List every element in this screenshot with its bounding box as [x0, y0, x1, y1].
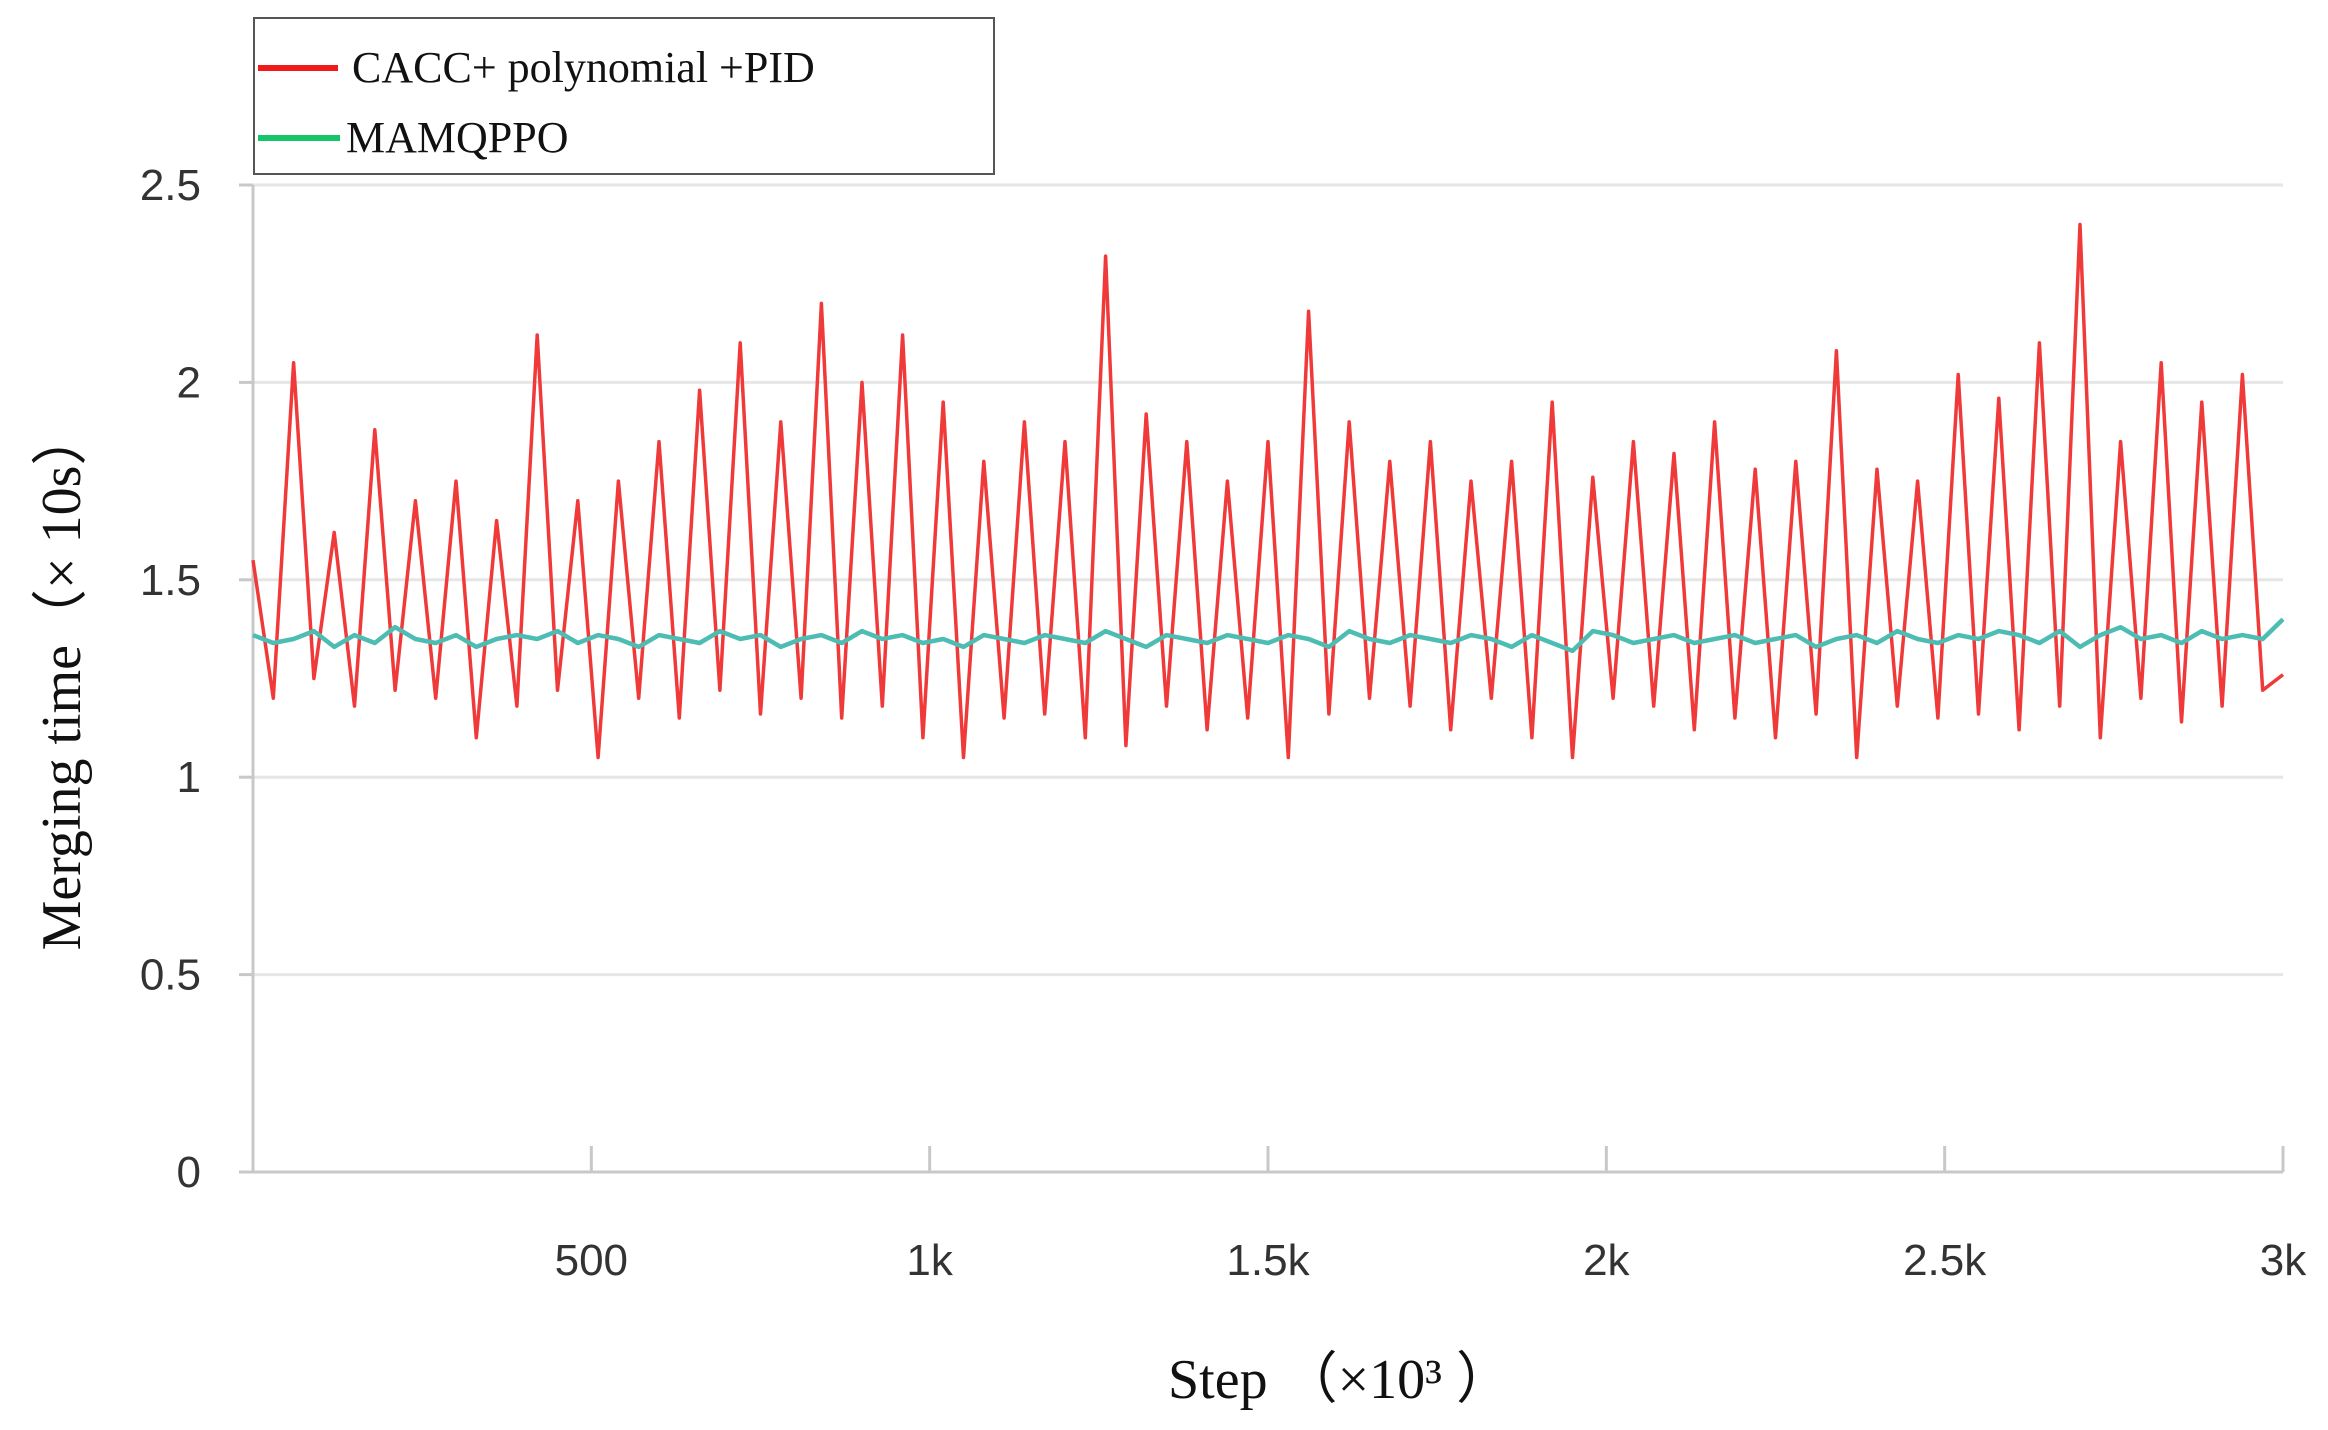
y-tick-label: 0.5: [140, 951, 201, 1000]
series-line-mamqppo: [252, 617, 2285, 654]
legend-label-mamqppo: MAMQPPO: [346, 113, 569, 162]
x-tick-label: 500: [555, 1236, 628, 1285]
y-tick-label: 0: [177, 1148, 201, 1197]
x-tick-label: 2k: [1583, 1236, 1630, 1285]
x-axis-title: Step （×10³ ）: [1168, 1349, 1512, 1411]
y-tick-label: 2: [177, 358, 201, 407]
y-axis-title: Merging time（× 10s）: [31, 410, 93, 951]
x-tick-label: 1.5k: [1226, 1236, 1310, 1285]
series: [251, 222, 2285, 760]
legend: CACC+ polynomial +PID MAMQPPO: [253, 17, 995, 175]
x-tick-labels: 500 1k 1.5k 2k 2.5k 3k: [555, 1146, 2307, 1285]
y-tick-label: 1.5: [140, 556, 201, 605]
y-tick-label: 1: [177, 753, 201, 802]
x-tick-label: 2.5k: [1903, 1236, 1987, 1285]
legend-label-cacc: CACC+ polynomial +PID: [352, 43, 815, 92]
x-tick-label: 3k: [2260, 1236, 2307, 1285]
y-tick-labels: 0 0.5 1 1.5 2 2.5: [140, 161, 253, 1197]
series-line-cacc: [251, 222, 2285, 760]
x-tick-label: 1k: [906, 1236, 953, 1285]
y-tick-label: 2.5: [140, 161, 201, 210]
gridlines: [253, 183, 2283, 977]
legend-box: [253, 17, 995, 175]
